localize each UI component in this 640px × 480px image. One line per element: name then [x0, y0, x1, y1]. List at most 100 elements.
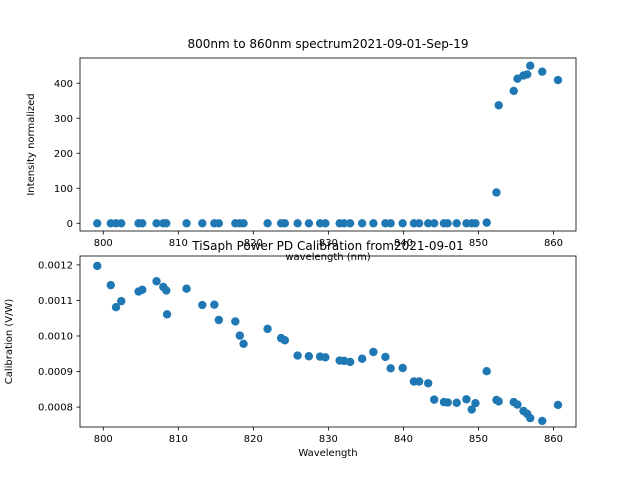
spectrum-axes-frame	[79, 57, 577, 232]
calibration-x-tick-label: 820	[244, 434, 263, 445]
calibration-y-tick-label: 0.0009	[38, 367, 73, 378]
spectrum-x-tick-label: 860	[544, 238, 563, 249]
spectrum-x-tick-label: 840	[394, 238, 413, 249]
calibration-y-tick-label: 0.0011	[38, 296, 73, 307]
spectrum-y-tick-label: 200	[54, 149, 73, 160]
calibration-data-point	[538, 416, 547, 426]
spectrum-data-point	[280, 219, 290, 228]
calibration-data-point	[423, 379, 433, 388]
spectrum-data-point	[345, 219, 355, 228]
calibration-data-point	[482, 366, 491, 376]
spectrum-data-point	[369, 219, 378, 228]
spectrum-plot-title: 800nm to 860nm spectrum2021-09-01-Sep-19	[188, 37, 469, 51]
spectrum-data-point	[538, 67, 547, 76]
calibration-plot: 800 810 820 830 840 850 860 0.0008 0.0009 0.0010 0…	[4, 255, 577, 459]
spectrum-data-point	[386, 219, 395, 228]
calibration-data-point	[357, 354, 367, 363]
calibration-data-point	[293, 351, 302, 360]
spectrum-x-tick-label: 810	[169, 238, 188, 249]
spectrum-y-tick-label: 0	[67, 219, 73, 230]
calibration-data-point	[235, 331, 245, 340]
spectrum-data-point	[117, 219, 126, 228]
calibration-data-point	[443, 398, 452, 407]
calibration-data-point	[93, 261, 102, 271]
calibration-x-axis-label: Wavelength	[298, 448, 357, 459]
calibration-data-point	[452, 398, 461, 408]
calibration-data-point	[526, 413, 535, 423]
calibration-data-point	[553, 400, 563, 410]
spectrum-x-axis-label: wavelength (nm)	[285, 252, 370, 263]
spectrum-data-point	[452, 219, 461, 228]
spectrum-data-point	[162, 219, 171, 228]
calibration-data-point	[494, 397, 503, 406]
calibration-data-point	[106, 280, 115, 290]
calibration-data-point	[345, 357, 355, 367]
spectrum-data-point	[443, 219, 452, 228]
spectrum-x-tick-label: 830	[319, 238, 338, 249]
spectrum-data-point	[93, 219, 102, 228]
spectrum-data-point	[494, 101, 503, 110]
calibration-data-point	[471, 398, 480, 408]
spectrum-data-point	[398, 219, 407, 228]
calibration-data-point	[304, 352, 314, 361]
spectrum-data-point	[523, 70, 532, 79]
calibration-data-point	[467, 405, 476, 414]
spectrum-data-point	[526, 61, 535, 70]
calibration-points	[93, 261, 563, 426]
spectrum-y-axis-label: Intensity normalized	[26, 93, 37, 195]
spectrum-y-tick-label: 300	[54, 114, 73, 125]
calibration-data-point	[210, 300, 219, 309]
calibration-data-point	[369, 347, 378, 357]
calibration-data-point	[414, 377, 424, 386]
spectrum-data-point	[482, 218, 491, 227]
spectrum-data-point	[152, 219, 161, 228]
calibration-data-point	[381, 352, 390, 362]
calibration-data-point	[239, 339, 248, 349]
calibration-data-point	[386, 364, 395, 373]
spectrum-x-tick-label: 800	[94, 238, 113, 249]
calibration-data-point	[280, 336, 290, 345]
calibration-x-tick-label: 860	[544, 434, 563, 445]
spectrum-data-point	[339, 219, 349, 228]
calibration-y-tick-label: 0.0008	[38, 403, 73, 414]
calibration-y-axis-label: Calibration (V/W)	[4, 299, 15, 385]
spectrum-data-point	[471, 219, 480, 228]
spectrum-data-point	[198, 219, 207, 228]
calibration-data-point	[462, 395, 471, 404]
calibration-x-tick-label: 800	[94, 434, 113, 445]
spectrum-data-point	[553, 75, 563, 85]
spectrum-data-point	[423, 219, 433, 228]
calibration-x-tick-label: 810	[169, 434, 188, 445]
calibration-data-point	[162, 310, 172, 319]
spectrum-y-tick-label: 100	[54, 184, 73, 195]
calibration-data-point	[138, 285, 147, 294]
calibration-y-tick-label: 0.0010	[38, 332, 73, 343]
spectrum-data-point	[138, 219, 147, 228]
spectrum-plot: 800 810 820 830 840 850 860 0 100 200 300 400 wavele…	[26, 57, 577, 263]
spectrum-points	[93, 61, 563, 228]
spectrum-data-point	[263, 219, 272, 228]
calibration-x-tick-label: 840	[394, 434, 413, 445]
spectrum-data-point	[304, 219, 314, 228]
spectrum-data-point	[429, 219, 439, 228]
calibration-x-tick-label: 830	[319, 434, 338, 445]
spectrum-data-point	[182, 219, 191, 228]
calibration-data-point	[152, 277, 161, 286]
spectrum-data-point	[239, 219, 248, 228]
calibration-data-point	[162, 286, 171, 295]
spectrum-data-point	[357, 219, 367, 228]
spectrum-data-point	[214, 219, 224, 228]
calibration-data-point	[429, 395, 439, 404]
calibration-data-point	[398, 363, 407, 373]
spectrum-data-point	[509, 86, 518, 96]
calibration-x-tick-label: 850	[469, 434, 488, 445]
spectrum-y-tick-label: 400	[54, 79, 73, 90]
calibration-data-point	[263, 324, 272, 334]
spectrum-data-point	[321, 219, 330, 228]
spectrum-x-tick-label: 850	[469, 238, 488, 249]
calibration-data-point	[117, 296, 126, 306]
calibration-y-tick-label: 0.0012	[38, 260, 73, 271]
calibration-plot-title: TiSaph Power PD Calibration from2021-09-…	[191, 239, 463, 253]
